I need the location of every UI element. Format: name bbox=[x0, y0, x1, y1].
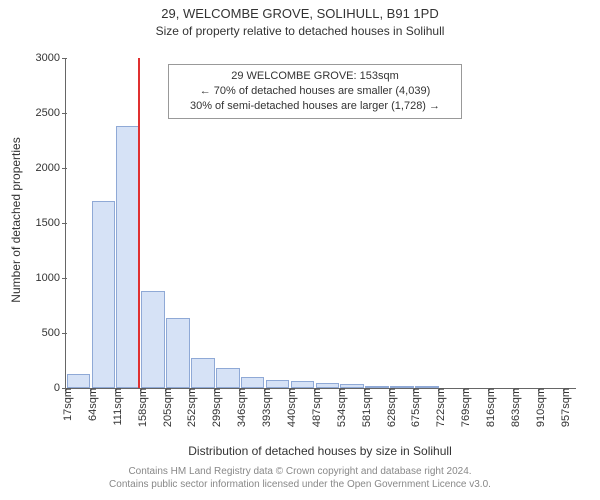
annotation-line-3: 30% of semi-detached houses are larger (… bbox=[175, 99, 455, 114]
x-tick-label: 675sqm bbox=[406, 388, 422, 427]
x-tick-label: 346sqm bbox=[232, 388, 248, 427]
y-axis-label: Number of detached properties bbox=[9, 70, 23, 370]
histogram-bar bbox=[92, 201, 116, 388]
x-tick-label: 64sqm bbox=[83, 388, 99, 421]
x-tick-label: 957sqm bbox=[556, 388, 572, 427]
histogram-bar bbox=[116, 126, 140, 388]
footer-line-1: Contains HM Land Registry data © Crown c… bbox=[0, 466, 600, 479]
annotation-line-1: 29 WELCOMBE GROVE: 153sqm bbox=[175, 69, 455, 84]
histogram-bar bbox=[191, 358, 215, 388]
histogram-bar bbox=[141, 291, 165, 388]
page-subtitle: Size of property relative to detached ho… bbox=[0, 24, 600, 38]
x-tick-label: 628sqm bbox=[382, 388, 398, 427]
y-tick-label: 2000 bbox=[36, 162, 66, 174]
footer-attribution: Contains HM Land Registry data © Crown c… bbox=[0, 466, 600, 491]
x-tick-label: 440sqm bbox=[282, 388, 298, 427]
y-tick-label: 500 bbox=[42, 327, 66, 339]
x-tick-label: 205sqm bbox=[158, 388, 174, 427]
x-tick-label: 393sqm bbox=[257, 388, 273, 427]
marker-line bbox=[138, 58, 140, 388]
x-tick-label: 111sqm bbox=[108, 388, 124, 426]
x-tick-label: 158sqm bbox=[133, 388, 149, 427]
x-tick-label: 17sqm bbox=[58, 388, 74, 421]
footer-line-2: Contains public sector information licen… bbox=[0, 479, 600, 492]
histogram-bar bbox=[166, 318, 190, 388]
y-tick-label: 1000 bbox=[36, 272, 66, 284]
histogram-bar bbox=[216, 368, 240, 388]
x-tick-label: 722sqm bbox=[431, 388, 447, 427]
histogram-bar bbox=[266, 380, 290, 388]
x-tick-label: 581sqm bbox=[357, 388, 373, 427]
x-tick-label: 769sqm bbox=[456, 388, 472, 427]
x-tick-label: 487sqm bbox=[307, 388, 323, 427]
x-axis-label: Distribution of detached houses by size … bbox=[65, 444, 575, 458]
chart-plot-area: 29 WELCOMBE GROVE: 153sqm ← 70% of detac… bbox=[65, 58, 576, 389]
annotation-line-2: ← 70% of detached houses are smaller (4,… bbox=[175, 84, 455, 99]
x-tick-label: 863sqm bbox=[506, 388, 522, 427]
x-tick-label: 816sqm bbox=[481, 388, 497, 427]
x-tick-label: 252sqm bbox=[182, 388, 198, 427]
x-tick-label: 299sqm bbox=[207, 388, 223, 427]
x-tick-label: 910sqm bbox=[531, 388, 547, 427]
y-tick-label: 1500 bbox=[36, 217, 66, 229]
annotation-box: 29 WELCOMBE GROVE: 153sqm ← 70% of detac… bbox=[168, 64, 462, 119]
histogram-bar bbox=[241, 377, 265, 388]
histogram-bar bbox=[67, 374, 91, 388]
histogram-bar bbox=[291, 381, 315, 388]
y-tick-label: 3000 bbox=[36, 52, 66, 64]
page-title: 29, WELCOMBE GROVE, SOLIHULL, B91 1PD bbox=[0, 6, 600, 21]
y-tick-label: 2500 bbox=[36, 107, 66, 119]
x-tick-label: 534sqm bbox=[332, 388, 348, 427]
